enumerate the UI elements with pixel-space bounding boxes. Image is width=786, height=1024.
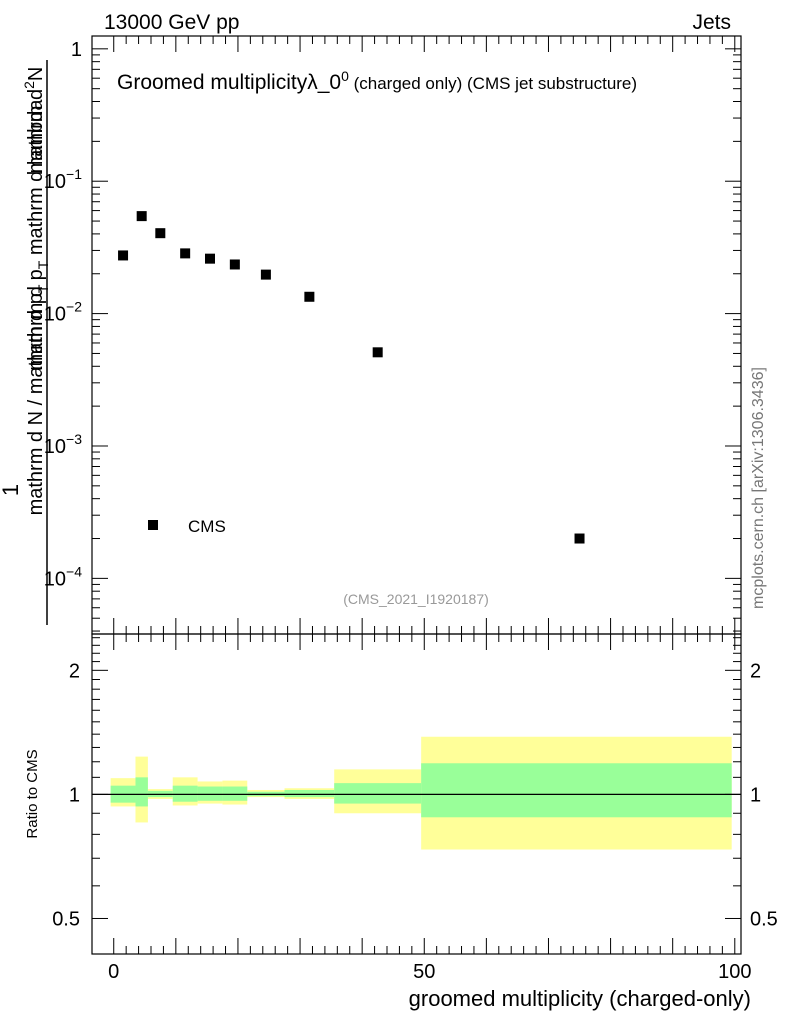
data-point-3 [180,248,191,259]
watermark: mcplots.cern.ch [arXiv:1306.3436] [750,367,767,609]
data-point-0 [118,250,129,261]
watermark-group: mcplots.cern.ch [arXiv:1306.3436] [750,367,767,609]
data-point-4 [205,253,215,264]
ratio-axis-ticks [92,634,741,954]
data-point-5 [229,259,240,270]
cms-data-markers [118,211,585,544]
main-y-tick-label: 1 [71,39,82,61]
tick-base: 1 [71,39,82,61]
inner-band-bin-1 [135,777,148,807]
ratio-y-tick-label-right: 2 [750,660,761,682]
inner-band-bin-4 [197,786,223,801]
ratio-ylabel-group: Ratio to CMS [24,749,41,838]
main-y-tick-label: 10−3 [44,431,82,458]
tick-base: 10 [44,304,66,326]
data-point-1 [136,211,147,222]
data-point-2 [155,228,166,239]
x-tick-label: 50 [413,961,435,983]
energy-label: 13000 GeV pp [104,11,239,34]
tick-exponent: −4 [66,563,82,579]
title-lambda: λ_0 [307,71,341,94]
chart-title: Groomed multiplicityλ_00 (charged only) … [117,68,637,94]
ratio-y-tick-label-right: 1 [750,784,761,806]
main-y-tick-label: 10−4 [44,563,82,590]
ratio-y-tick-label-left: 0.5 [52,908,80,930]
title-sup: 0 [341,68,349,84]
main-axis-ticks [92,36,741,634]
main-y-tick-labels: 110−110−210−310−4 [44,39,82,591]
ratio-y-tick-label-left: 2 [69,660,80,682]
tick-base: 10 [44,171,66,193]
legend: CMS [148,517,226,536]
ratio-y-tick-label-left: 1 [69,784,80,806]
ratio-bands [110,736,732,850]
ylabel-frac2-numerator: mathrm d2N [21,67,47,174]
tick-exponent: −3 [66,431,82,447]
ylabel-frac2-num-sup: 2 [21,81,37,89]
inner-band-bin-5 [222,786,248,801]
title-rest: (charged only) (CMS jet substructure) [349,74,637,93]
main-panel-frame [91,35,742,635]
inner-band-bin-8 [334,783,422,804]
x-axis-label: groomed multiplicity (charged-only) [409,986,751,1011]
main-y-tick-label: 10−2 [44,299,82,326]
tick-exponent: −1 [66,166,82,182]
data-point-7 [304,291,315,302]
ylabel-outer-denominator: mathrm d N / mathrm d pT [25,284,51,515]
ylabel-one: 1 [0,484,23,496]
legend-label: CMS [188,517,226,536]
ylabel-inner-denominator: mathrm d pT mathrm d lambda [25,99,51,371]
title-main: Groomed multiplicity [117,71,308,94]
ratio-y-tick-label-right: 0.5 [750,908,778,930]
category-label: Jets [692,11,731,34]
ratio-x-tick-labels: 0 50 100 [108,961,751,983]
x-tick-label: 100 [718,961,751,983]
tick-base: 10 [44,568,66,590]
inner-band-bin-9 [421,763,732,818]
inner-band-bin-7 [284,789,335,798]
tick-exponent: −2 [66,299,82,315]
analysis-tag: (CMS_2021_I1920187) [343,591,489,607]
ylabel-frac2-num-text: mathrm d [25,89,47,173]
main-y-tick-label: 10−1 [44,166,82,193]
tick-base: 10 [44,436,66,458]
x-tick-label: 0 [108,961,119,983]
data-point-9 [574,533,585,544]
legend-marker [148,520,158,530]
data-point-6 [260,269,271,280]
ratio-y-tick-labels: 2 2 1 1 0.5 0.5 [52,660,778,930]
ratio-ylabel: Ratio to CMS [24,749,41,838]
main-y-axis-label: mathrm d2N 1 mathrm d N / mathrm d pT ma… [0,60,51,625]
inner-band-bin-3 [172,785,198,802]
ylabel-frac2-num-end: N [25,67,47,81]
data-point-8 [372,347,383,358]
